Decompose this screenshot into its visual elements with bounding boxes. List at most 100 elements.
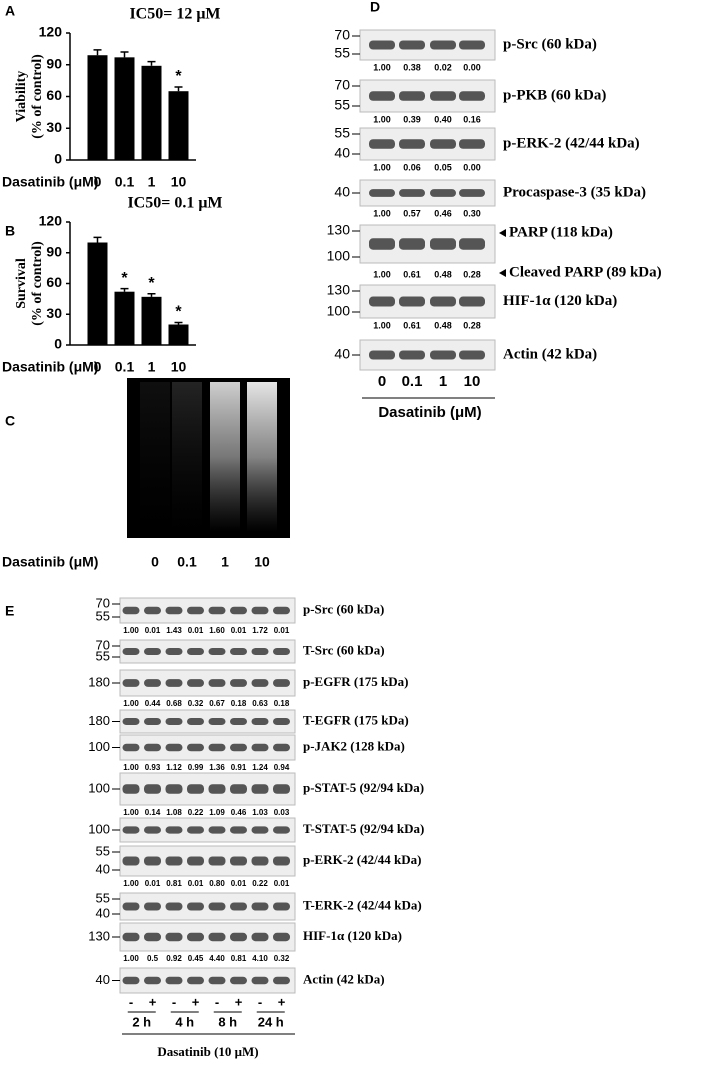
bar (141, 296, 162, 345)
band (122, 743, 140, 752)
mw-marker: 70 (334, 77, 350, 93)
error-bar (147, 60, 156, 66)
band (251, 856, 269, 866)
quantification: 1.43 (166, 626, 182, 635)
band (122, 648, 140, 655)
band (230, 932, 247, 942)
quantification: 0.81 (166, 879, 182, 888)
quantification: 0.48 (434, 269, 452, 279)
mw-marker: 40 (334, 145, 350, 161)
bar (168, 91, 189, 160)
band (122, 856, 140, 866)
chart-title: IC50= 12 μM (129, 6, 220, 23)
band (273, 976, 290, 985)
band (459, 91, 485, 101)
protein-label: p-Src (60 kDa) (503, 36, 597, 52)
treatment-sign: + (149, 994, 157, 1009)
band (144, 826, 161, 834)
protein-label: HIF-1α (120 kDa) (503, 293, 617, 309)
mw-marker: 40 (334, 184, 350, 200)
quantification: 0.01 (231, 879, 247, 888)
mw-marker: 180 (88, 713, 110, 728)
protein-label: Actin (42 kDa) (503, 346, 597, 362)
panel-label: B (5, 223, 15, 239)
y-tick-label: 60 (46, 87, 62, 103)
quantification: 1.00 (373, 162, 391, 172)
band (273, 606, 290, 615)
quantification: 0.28 (463, 320, 481, 330)
gel-smear (140, 382, 170, 532)
panel-label: E (5, 603, 14, 619)
bar (141, 65, 162, 160)
band (430, 139, 456, 149)
band (208, 784, 226, 794)
band (399, 296, 425, 307)
mw-marker: 100 (88, 780, 110, 795)
band (459, 238, 485, 250)
significance-mark: * (175, 68, 182, 85)
quantification: 0.01 (274, 626, 290, 635)
band (122, 718, 140, 725)
quantification: 0.32 (274, 954, 290, 963)
band (208, 976, 226, 985)
mw-marker: 130 (327, 282, 351, 298)
band (399, 350, 425, 360)
band (430, 296, 456, 307)
y-tick-label: 0 (54, 336, 62, 352)
mw-marker: 70 (334, 27, 350, 43)
quantification: 0.30 (463, 208, 481, 218)
band (208, 679, 226, 687)
quantification: 0.61 (403, 269, 421, 279)
panel-label: C (5, 413, 15, 429)
mw-marker: 55 (96, 843, 110, 858)
quantification: 0.99 (188, 763, 204, 772)
arrowhead (499, 269, 506, 277)
mw-marker: 70 (96, 637, 110, 652)
quantification: 0.57 (403, 208, 421, 218)
band (230, 784, 247, 794)
treatment-sign: + (192, 994, 200, 1009)
treatment-sign: - (129, 994, 133, 1009)
band (369, 189, 395, 197)
band (230, 606, 247, 615)
x-tick-label: 1 (148, 359, 156, 375)
y-axis-label: Survival (14, 258, 29, 309)
lane-label: 1 (221, 554, 229, 570)
y-axis-label: Viability (14, 71, 29, 123)
band (144, 784, 161, 794)
lane-label: 10 (254, 554, 270, 570)
band (251, 648, 269, 655)
mw-marker: 55 (96, 890, 110, 905)
band (459, 296, 485, 307)
band (165, 606, 183, 615)
protein-label: p-EGFR (175 kDa) (303, 674, 408, 689)
band (459, 139, 485, 149)
band (230, 648, 247, 655)
band (187, 784, 204, 794)
band (369, 238, 395, 250)
quantification: 1.00 (373, 208, 391, 218)
band (251, 718, 269, 725)
x-tick-label: 10 (171, 359, 187, 375)
quantification: 0.46 (434, 208, 452, 218)
band (251, 743, 269, 752)
error-bar (147, 293, 156, 297)
quantification: 0.80 (209, 879, 225, 888)
band (369, 296, 395, 307)
quantification: 0.5 (147, 954, 159, 963)
band (187, 679, 204, 687)
protein-label: T-Src (60 kDa) (303, 642, 385, 657)
treatment-sign: - (258, 994, 262, 1009)
band (208, 902, 226, 911)
error-bar (93, 49, 102, 56)
mw-marker: 40 (96, 905, 110, 920)
y-tick-label: 30 (46, 119, 62, 135)
x-tick-label: 1 (148, 174, 156, 190)
band (208, 743, 226, 752)
band (459, 189, 485, 197)
band (208, 932, 226, 942)
mw-marker: 55 (334, 45, 350, 61)
band (208, 606, 226, 615)
band (165, 784, 183, 794)
band (122, 679, 140, 687)
